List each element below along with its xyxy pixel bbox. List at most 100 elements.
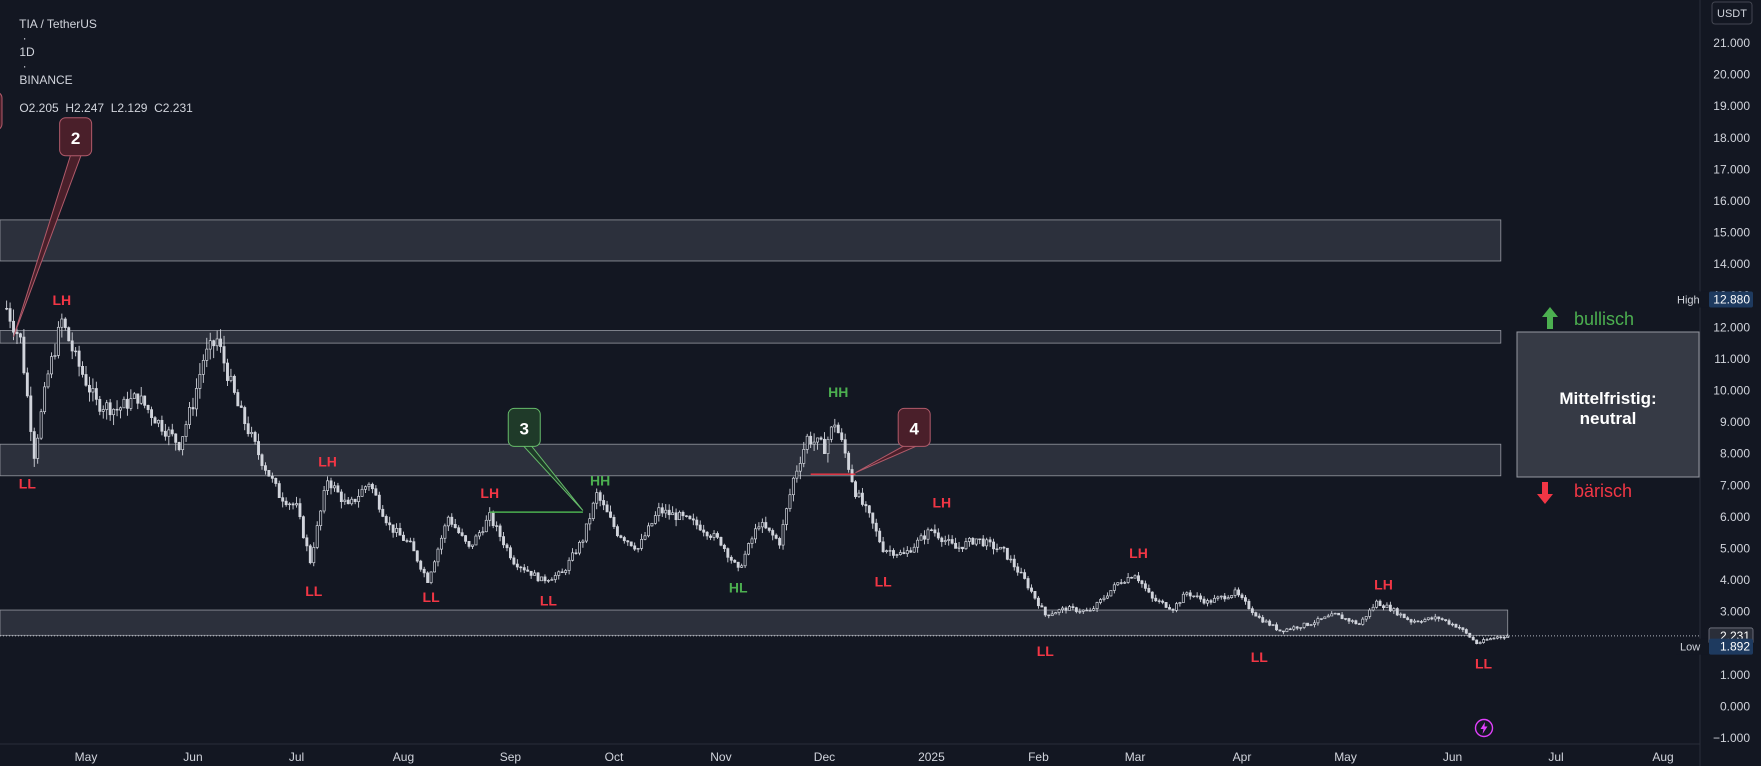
candle-body xyxy=(1285,628,1289,632)
candle-body xyxy=(1040,605,1044,608)
candle-body xyxy=(615,526,619,537)
candle-body xyxy=(622,537,626,542)
candle-body xyxy=(298,503,302,518)
arrow-up-icon xyxy=(1542,307,1558,329)
candle-body xyxy=(819,437,823,440)
candle-body xyxy=(29,395,33,432)
candle-body xyxy=(112,408,116,416)
candle-body xyxy=(881,541,885,552)
low-value-label: 1.892 xyxy=(1720,640,1750,654)
candle-body xyxy=(595,492,599,504)
candle-body xyxy=(519,566,523,569)
candle-body xyxy=(640,538,644,549)
candle-body xyxy=(194,388,198,410)
interval-label[interactable]: 1D xyxy=(19,45,35,59)
candle-body xyxy=(177,442,181,451)
candle-body xyxy=(353,498,357,502)
candle-body xyxy=(802,449,806,464)
candle-body xyxy=(391,524,395,533)
structure-label-hh: HH xyxy=(828,384,848,400)
candle-body xyxy=(1081,609,1085,612)
candle-body xyxy=(1378,600,1382,607)
candle-body xyxy=(1368,609,1372,617)
candle-body xyxy=(1030,587,1033,592)
candle-body xyxy=(1506,635,1510,638)
candle-body xyxy=(232,375,236,393)
candle-body xyxy=(854,481,857,498)
candle-body xyxy=(491,512,495,527)
candle-body xyxy=(74,350,78,353)
candle-body xyxy=(305,537,309,547)
candle-body xyxy=(1306,622,1310,626)
candle-body xyxy=(912,546,916,553)
candle-body xyxy=(284,500,288,506)
candle-body xyxy=(1050,613,1054,616)
candle-body xyxy=(888,550,892,552)
candle-body xyxy=(1419,621,1423,623)
candle-body xyxy=(508,547,512,559)
candle-body xyxy=(971,537,975,545)
candle-body xyxy=(1430,617,1434,620)
candle-body xyxy=(788,494,792,510)
candle-body xyxy=(253,432,257,442)
arrow-down-icon xyxy=(1537,482,1553,504)
callout-number: 2 xyxy=(71,129,80,148)
candle-body xyxy=(1171,608,1175,611)
candle-body xyxy=(84,374,88,386)
candle-body xyxy=(181,436,185,451)
candle-body xyxy=(729,556,733,561)
candle-body xyxy=(360,488,364,497)
candle-body xyxy=(22,336,26,374)
candle-body xyxy=(450,516,454,525)
callout-box[interactable] xyxy=(507,407,541,447)
candle-body xyxy=(709,535,713,538)
candle-body xyxy=(1078,611,1082,613)
time-tick-label: May xyxy=(1334,750,1357,764)
candle-body xyxy=(381,508,385,517)
candle-body xyxy=(443,525,447,539)
candle-body xyxy=(460,532,464,536)
candle-body xyxy=(191,407,195,410)
candle-body xyxy=(322,490,326,512)
callout-box[interactable] xyxy=(59,117,93,157)
candle-body xyxy=(1275,624,1278,631)
candle-body xyxy=(229,375,233,381)
callout-box[interactable] xyxy=(897,407,931,447)
candle-body xyxy=(1437,616,1441,619)
candle-body xyxy=(1461,627,1465,630)
candle-body xyxy=(1085,609,1089,612)
candle-body xyxy=(892,550,895,556)
candle-body xyxy=(1102,597,1106,600)
candle-body xyxy=(1388,604,1392,612)
candle-body xyxy=(336,485,340,493)
structure-label-lh: LH xyxy=(932,494,951,510)
candle-body xyxy=(947,539,951,541)
structure-label-ll: LL xyxy=(1475,656,1493,672)
candle-body xyxy=(481,531,485,534)
candle-body xyxy=(795,470,799,479)
candle-body xyxy=(691,518,695,521)
currency-button[interactable] xyxy=(1711,1,1753,25)
candle-body xyxy=(1168,607,1171,610)
candle-body xyxy=(1226,597,1230,600)
candle-body xyxy=(212,340,216,347)
candle-body xyxy=(684,515,688,517)
candle-body xyxy=(1109,590,1113,597)
candle-body xyxy=(1223,595,1227,600)
structure-label-lh: LH xyxy=(1374,577,1393,593)
lightning-icon[interactable] xyxy=(1474,718,1494,738)
structure-label-ll: LL xyxy=(875,573,893,589)
symbol-name[interactable]: TIA / TetherUS xyxy=(19,17,97,31)
candle-body xyxy=(333,485,336,489)
candle-body xyxy=(512,557,516,565)
price-tick-label: 5.000 xyxy=(1720,541,1750,555)
candle-body xyxy=(1333,612,1337,615)
candle-body xyxy=(940,537,944,543)
candle-body xyxy=(812,441,816,445)
candle-body xyxy=(157,419,160,424)
structure-label-lh: LH xyxy=(53,292,72,308)
candle-body xyxy=(840,432,844,440)
candle-body xyxy=(1375,600,1379,608)
